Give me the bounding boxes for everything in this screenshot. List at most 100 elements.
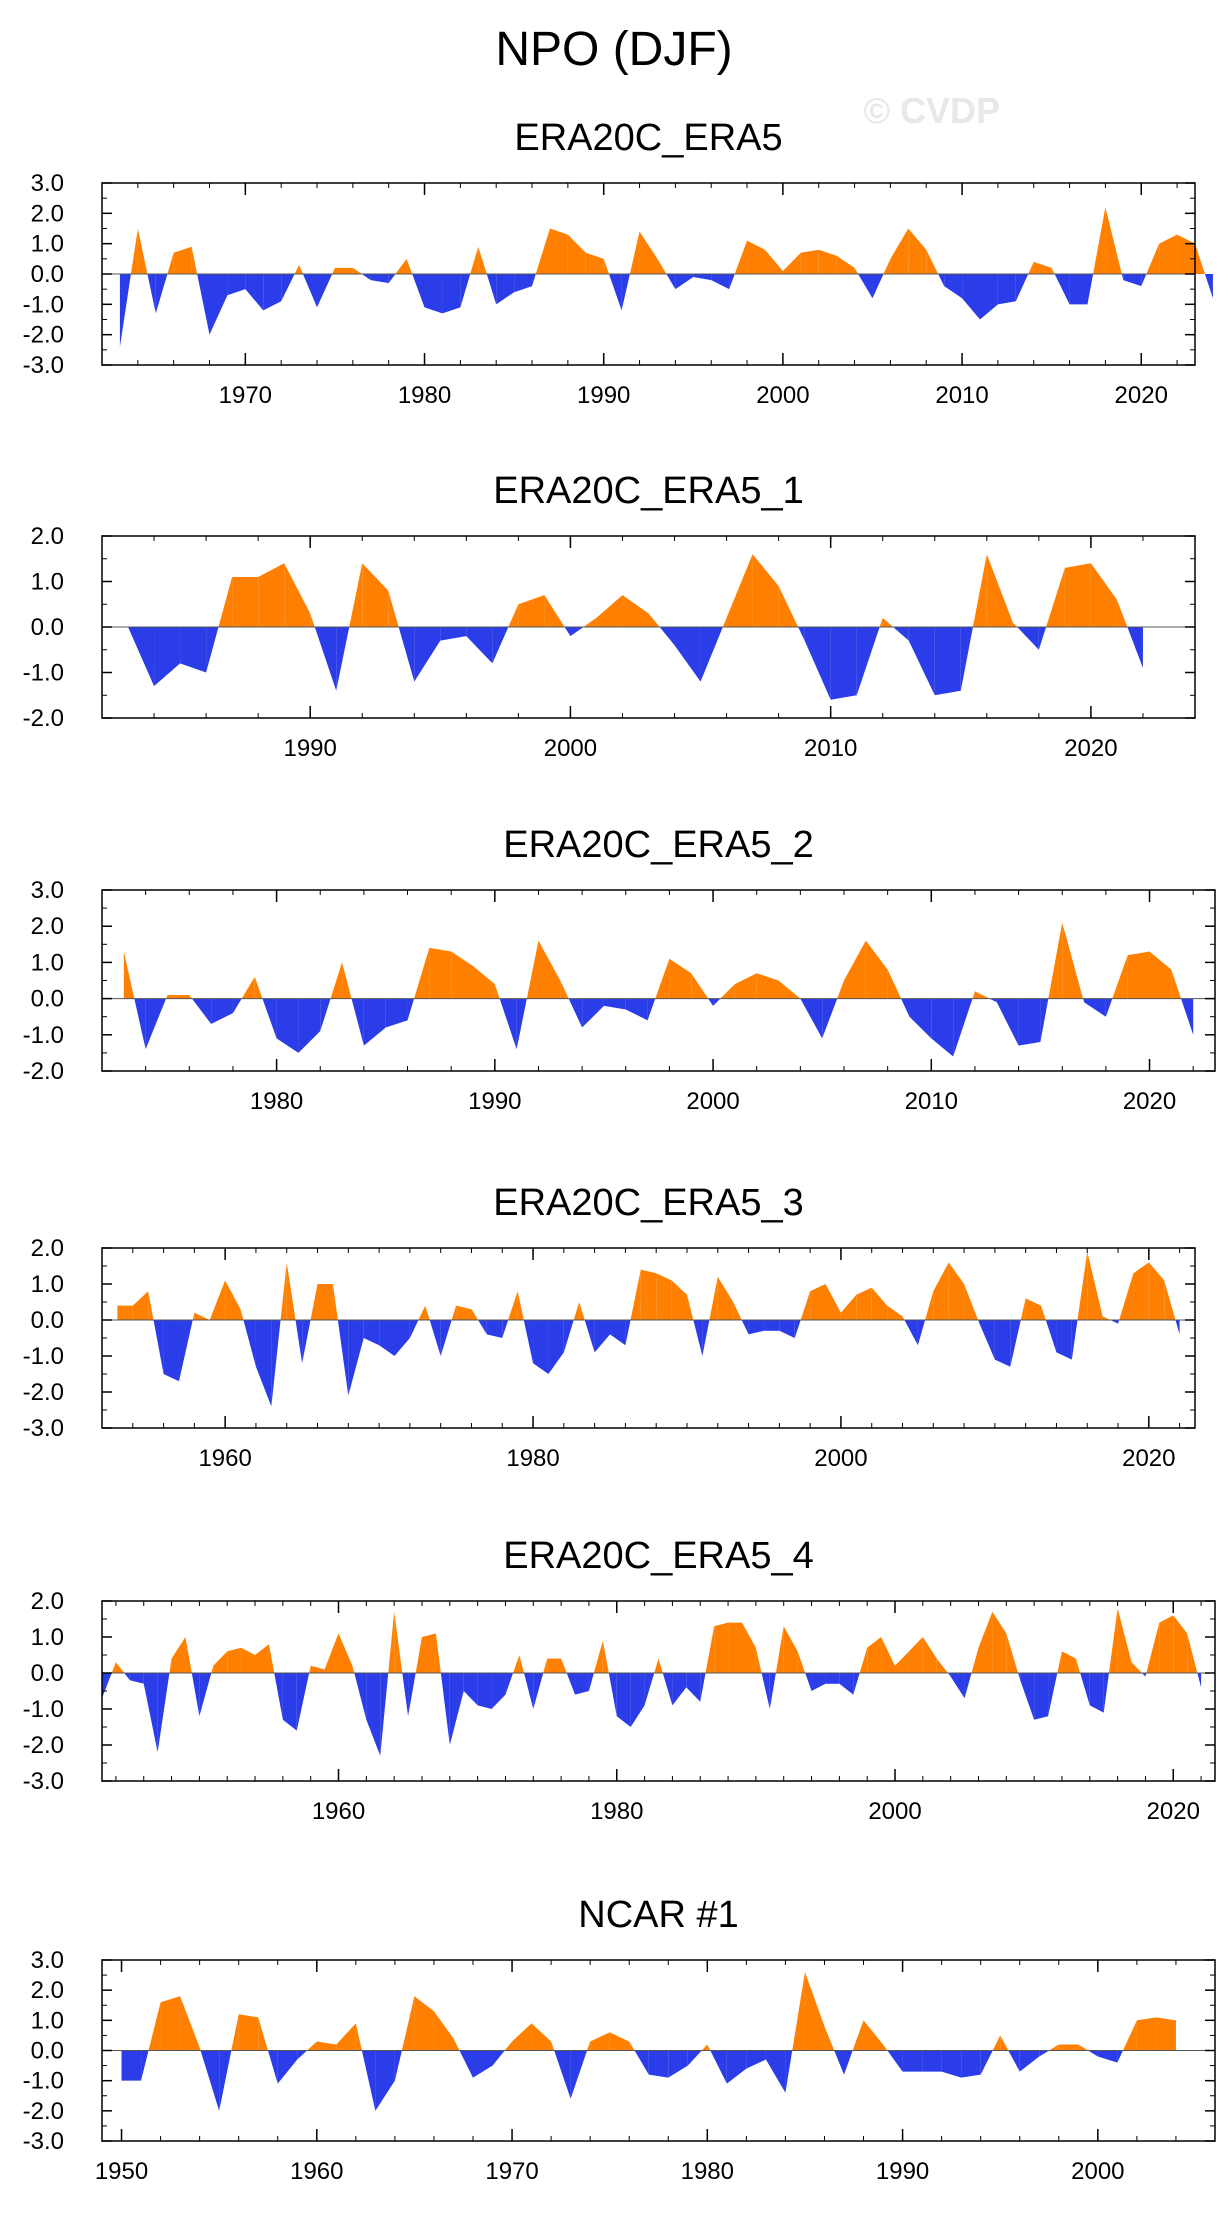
y-tick-label: 0.0 <box>31 1307 64 1334</box>
positive-area <box>590 2032 610 2051</box>
positive-area <box>734 973 757 999</box>
positive-area <box>123 951 135 999</box>
positive-area <box>167 994 190 999</box>
positive-area <box>1028 261 1034 274</box>
negative-area <box>414 627 441 682</box>
negative-area <box>700 627 723 682</box>
x-tick-label: 2000 <box>1071 2158 1124 2185</box>
positive-area <box>1122 2020 1137 2051</box>
positive-area <box>1051 267 1055 274</box>
negative-area <box>1040 998 1049 1043</box>
positive-area <box>310 613 315 627</box>
negative-area <box>997 274 1016 305</box>
x-tick-label: 1980 <box>590 1798 643 1825</box>
negative-area <box>394 2050 402 2081</box>
positive-area <box>1020 1298 1026 1320</box>
negative-area <box>830 627 857 700</box>
x-tick-label: 2000 <box>544 735 597 762</box>
negative-area <box>659 627 675 646</box>
positive-area <box>887 969 902 999</box>
positive-area <box>504 2041 513 2051</box>
x-tick-label: 2010 <box>935 382 988 409</box>
positive-area <box>972 554 987 627</box>
negative-area <box>887 2050 903 2072</box>
negative-area <box>440 627 467 641</box>
positive-area <box>622 595 649 627</box>
negative-area <box>763 1320 780 1331</box>
positive-area <box>603 258 609 274</box>
negative-area <box>675 274 694 290</box>
positive-area <box>895 1651 909 1673</box>
positive-area <box>902 1316 905 1320</box>
positive-area <box>332 1284 338 1320</box>
negative-area <box>825 1673 840 1684</box>
x-tick-label: 1980 <box>681 2158 734 2185</box>
x-tick-label: 2000 <box>756 382 809 409</box>
negative-area <box>548 1320 564 1374</box>
x-tick-label: 2010 <box>804 735 857 762</box>
negative-area <box>178 1320 193 1382</box>
positive-area <box>258 563 285 627</box>
positive-area <box>747 240 765 274</box>
negative-area <box>281 274 295 302</box>
negative-area <box>568 998 583 1028</box>
positive-area <box>180 1996 200 2051</box>
negative-area <box>379 1320 395 1356</box>
positive-area <box>1127 951 1150 999</box>
negative-area <box>708 998 714 1006</box>
negative-area <box>1123 274 1142 287</box>
positive-area <box>908 1637 923 1673</box>
x-tick-label: 1980 <box>250 1088 303 1115</box>
positive-area <box>1000 2035 1009 2051</box>
positive-area <box>879 617 883 627</box>
positive-area <box>630 1269 641 1320</box>
panel-title: ERA20C_ERA5 <box>514 117 782 159</box>
negative-area <box>621 274 630 311</box>
positive-area <box>478 246 487 274</box>
negative-area <box>702 1320 710 1356</box>
positive-area <box>792 1972 805 2051</box>
negative-area <box>741 1320 749 1335</box>
positive-area <box>414 1996 434 2051</box>
positive-area <box>191 246 198 274</box>
negative-area <box>1175 1320 1180 1335</box>
positive-area <box>519 1655 525 1673</box>
positive-area <box>1195 243 1205 274</box>
panel-title: ERA20C_ERA5_1 <box>493 470 804 512</box>
negative-area <box>141 2050 149 2081</box>
negative-area <box>834 2050 844 2075</box>
negative-area <box>1110 1320 1119 1324</box>
negative-area <box>388 274 396 284</box>
y-tick-label: -1.0 <box>23 1022 64 1049</box>
negative-area <box>375 2050 395 2111</box>
positive-area <box>538 940 561 999</box>
positive-area <box>415 1637 422 1673</box>
negative-area <box>1088 2050 1098 2057</box>
positive-area <box>837 980 844 999</box>
negative-area <box>726 2050 747 2084</box>
positive-area <box>671 1280 687 1320</box>
negative-area <box>1015 274 1029 302</box>
positive-area <box>629 2041 635 2051</box>
negative-area <box>1034 1673 1049 1720</box>
negative-area <box>964 1673 972 1699</box>
negative-area <box>163 1320 179 1382</box>
positive-area <box>583 617 597 627</box>
y-tick-label: -2.0 <box>23 2098 64 2125</box>
x-tick-label: 1970 <box>219 382 272 409</box>
positive-area <box>166 994 168 999</box>
positive-area <box>992 2035 1001 2051</box>
positive-area <box>691 973 709 999</box>
positive-area <box>908 228 927 274</box>
positive-area <box>286 1262 296 1320</box>
negative-area <box>746 2050 766 2069</box>
negative-area <box>297 2050 308 2060</box>
negative-area <box>276 998 299 1053</box>
negative-area <box>769 1673 776 1709</box>
negative-area <box>1056 1320 1072 1360</box>
negative-area <box>1084 998 1106 1017</box>
positive-area <box>1148 1262 1165 1320</box>
positive-area <box>395 258 407 274</box>
positive-area <box>299 264 303 274</box>
positive-area <box>199 2047 201 2051</box>
